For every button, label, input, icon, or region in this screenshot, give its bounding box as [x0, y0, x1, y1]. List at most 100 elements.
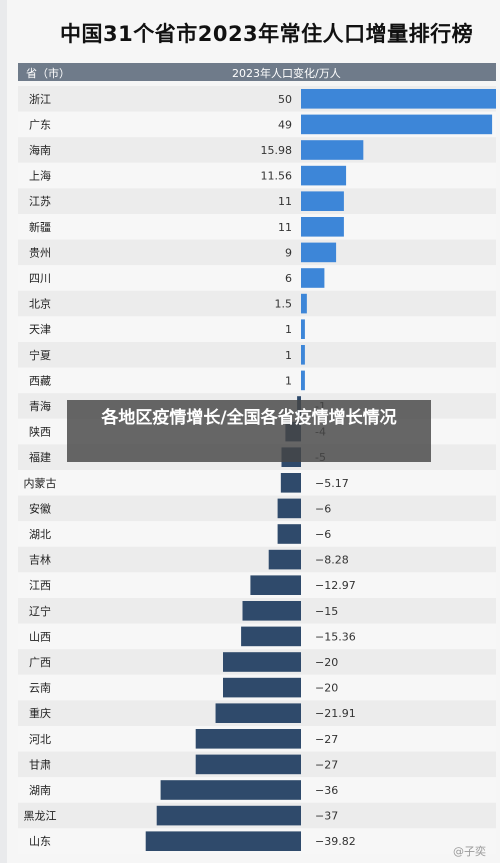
bar — [301, 140, 364, 160]
category-label: 西藏 — [29, 374, 51, 387]
category-label: 黑龙江 — [24, 810, 57, 823]
bar — [145, 831, 301, 851]
row-background — [18, 470, 496, 496]
category-label: 安徽 — [29, 501, 51, 515]
category-label: 云南 — [29, 682, 51, 695]
value-label: −37 — [315, 810, 338, 823]
row-background — [18, 137, 496, 163]
bar — [195, 754, 301, 775]
value-label: 50 — [278, 93, 292, 106]
value-label: 1 — [285, 374, 292, 387]
category-label: 广东 — [29, 118, 51, 131]
category-label: 湖南 — [29, 784, 51, 797]
category-label: 重庆 — [29, 706, 51, 720]
bar — [301, 293, 307, 314]
row-background — [18, 342, 496, 368]
category-label: 陕西 — [29, 425, 51, 439]
value-label: 15.98 — [261, 144, 293, 157]
category-label: 北京 — [29, 297, 51, 311]
category-label: 内蒙古 — [24, 476, 57, 490]
category-label: 福建 — [29, 450, 51, 464]
bar — [277, 524, 301, 544]
category-label: 新疆 — [29, 220, 51, 234]
bar — [160, 780, 301, 800]
bar — [223, 677, 301, 698]
value-label: 11 — [278, 221, 292, 234]
value-label: −27 — [315, 733, 338, 746]
value-label: 1.5 — [275, 298, 293, 311]
category-label: 天津 — [29, 323, 51, 336]
row-background — [18, 265, 496, 291]
category-label: 贵州 — [29, 246, 51, 259]
value-label: −39.82 — [315, 835, 356, 848]
bar — [277, 498, 301, 519]
category-label: 山东 — [29, 835, 51, 848]
bar — [301, 217, 344, 237]
value-label: −8.28 — [315, 554, 349, 567]
category-label: 山西 — [29, 630, 51, 643]
category-label: 海南 — [29, 143, 51, 157]
category-label: 湖北 — [29, 528, 51, 541]
category-label: 江苏 — [29, 195, 51, 208]
category-label: 河北 — [29, 733, 51, 746]
overlay-caption: 各地区疫情增长/全国各省疫情增长情况 — [67, 400, 431, 462]
value-label: 1 — [285, 323, 292, 336]
row-background — [18, 290, 496, 317]
bar — [301, 191, 344, 211]
bar — [301, 370, 305, 391]
row-background — [18, 316, 496, 342]
category-label: 吉林 — [29, 553, 51, 567]
category-label: 青海 — [29, 399, 51, 413]
category-label: 广西 — [29, 656, 51, 669]
chart-title: 中国31个省市2023年常住人口增量排行榜 — [60, 22, 474, 46]
bar — [250, 575, 301, 595]
row-background — [18, 214, 496, 240]
bar — [156, 805, 301, 826]
category-label: 宁夏 — [29, 348, 51, 362]
value-label: −15.36 — [315, 630, 356, 643]
column-header-value: 2023年人口变化/万人 — [232, 67, 341, 80]
bar — [195, 729, 301, 749]
bar — [215, 703, 301, 723]
bar — [268, 549, 301, 570]
bar — [242, 601, 301, 621]
category-label: 甘肃 — [29, 758, 51, 771]
bar — [301, 345, 305, 365]
value-label: −20 — [315, 656, 338, 669]
category-label: 江西 — [29, 579, 51, 592]
column-header-province: 省（市） — [26, 67, 70, 80]
row-background — [18, 162, 496, 189]
value-label: 11.56 — [261, 170, 293, 183]
row-background — [18, 546, 496, 573]
bar — [301, 319, 305, 339]
value-label: −20 — [315, 682, 338, 695]
value-label: −27 — [315, 758, 338, 771]
value-label: −36 — [315, 784, 338, 797]
row-background — [18, 367, 496, 394]
bar — [301, 268, 325, 288]
category-label: 辽宁 — [29, 604, 51, 618]
row-background — [18, 239, 496, 266]
bar — [223, 652, 301, 672]
category-label: 四川 — [29, 272, 51, 285]
table-header: 省（市） 2023年人口变化/万人 — [18, 63, 496, 81]
value-label: 49 — [278, 118, 292, 131]
value-label: −12.97 — [315, 579, 356, 592]
bar — [301, 89, 496, 109]
value-label: −5.17 — [315, 477, 349, 490]
value-label: −21.91 — [315, 707, 356, 720]
bar — [301, 242, 337, 263]
bar — [241, 626, 301, 647]
value-label: −6 — [315, 528, 331, 541]
bar — [301, 114, 493, 135]
value-label: −6 — [315, 502, 331, 515]
category-label: 浙江 — [29, 93, 51, 106]
row-background — [18, 521, 496, 547]
value-label: 9 — [285, 246, 292, 259]
bar — [301, 165, 347, 186]
value-label: −15 — [315, 605, 338, 618]
row-background — [18, 188, 496, 214]
category-label: 上海 — [29, 169, 51, 183]
value-label: 11 — [278, 195, 292, 208]
value-label: 1 — [285, 349, 292, 362]
